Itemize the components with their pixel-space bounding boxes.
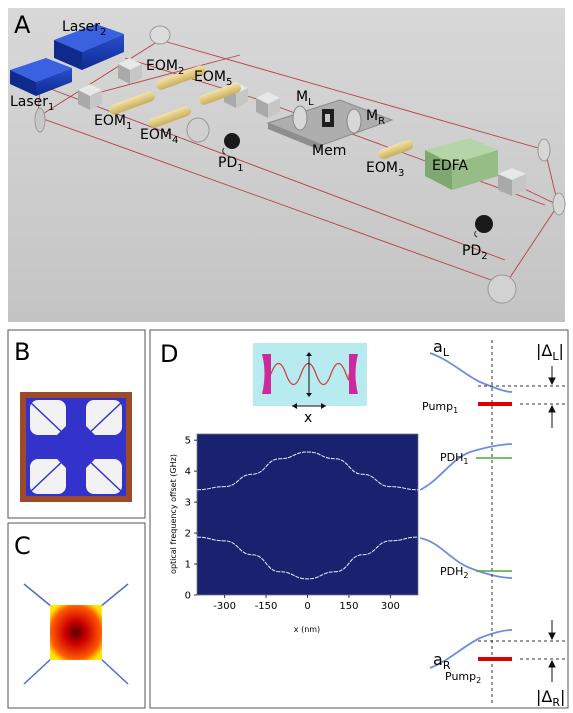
y-tick-label: 1 — [185, 560, 191, 571]
y-ticks: 0 1 2 3 4 5 — [185, 436, 197, 602]
mirror — [149, 25, 171, 45]
a-l-curve — [429, 352, 513, 393]
label-mem: Mem — [312, 143, 346, 159]
label-a-r: aR — [433, 650, 451, 672]
inset-standing-wave — [270, 362, 350, 386]
mirrors — [34, 25, 566, 304]
series-line-1 — [196, 451, 419, 491]
x-ticks: -300 -150 0 150 300 — [213, 595, 400, 612]
lower-branch — [419, 537, 513, 579]
mirror-left — [292, 105, 308, 131]
eoms — [109, 65, 414, 160]
series-line-2 — [196, 536, 419, 580]
label-pump-2: Pump2 — [445, 670, 481, 685]
label-pd-2: PD2 — [462, 243, 488, 262]
pump-2-bar — [478, 657, 512, 661]
mirror — [487, 274, 517, 304]
y-tick-label: 5 — [185, 436, 191, 447]
label-eom-2: EOM2 — [146, 58, 184, 77]
panel-letter-b: B — [14, 338, 30, 366]
mirror-right — [346, 108, 362, 134]
eom-4-body — [149, 106, 191, 128]
panel-d: x -300 -150 0 150 300 0 1 2 3 4 5 x (nm) optical … — [149, 329, 569, 709]
b-holes — [30, 400, 122, 494]
panel-letter-c: C — [14, 532, 31, 560]
panel-b — [7, 329, 146, 519]
eom-2-body — [156, 65, 206, 90]
inset-mirror-right — [349, 354, 358, 394]
plot-area — [196, 433, 419, 596]
y-tick-label: 4 — [185, 467, 191, 478]
label-pd-1: PD1 — [218, 155, 244, 174]
pd-1 — [222, 133, 240, 155]
x-axis-label: x (nm) — [294, 625, 320, 634]
label-laser-2: Laser2 — [62, 19, 106, 38]
x-tick-label: -150 — [255, 601, 278, 612]
x-tick-label: 150 — [339, 601, 358, 612]
pd-2 — [474, 215, 493, 238]
right-curves — [419, 352, 513, 669]
x-tick-label: -300 — [213, 601, 236, 612]
label-pdh-2: PDH2 — [440, 565, 468, 580]
label-edfa: EDFA — [432, 158, 468, 174]
y-tick-label: 0 — [185, 591, 191, 602]
edfa-box — [425, 138, 498, 190]
label-pump-1: Pump1 — [422, 400, 458, 415]
mirror — [537, 138, 551, 162]
label-delta-l: |ΔL| — [536, 341, 564, 363]
label-eom-5: EOM5 — [194, 69, 232, 88]
d-inset: x — [253, 343, 367, 426]
label-laser-1: Laser1 — [10, 94, 54, 113]
b-tethers — [29, 401, 123, 493]
panel-a: Laser2 Laser1 EOM2 EOM5 EOM1 EOM4 EOM3 M… — [8, 8, 566, 322]
cube — [78, 84, 102, 110]
mirror — [186, 117, 210, 143]
laser-1 — [10, 58, 72, 96]
label-a-l: aL — [433, 337, 450, 359]
eom-5-body — [199, 83, 241, 105]
y-tick-label: 2 — [185, 529, 191, 540]
cube — [118, 58, 142, 84]
label-m-l: ML — [296, 89, 314, 108]
spectrum-chart: -300 -150 0 150 300 0 1 2 3 4 5 x (nm) optical fr… — [169, 433, 419, 634]
laser-2 — [54, 24, 124, 70]
label-delta-r: |ΔR| — [536, 687, 565, 709]
label-eom-3: EOM3 — [366, 160, 404, 179]
eom-3-body — [378, 140, 414, 160]
inset-mirror-left — [262, 354, 271, 394]
inset-x-label: x — [304, 410, 312, 426]
x-tick-label: 0 — [304, 601, 310, 612]
label-pdh-1: PDH1 — [440, 451, 468, 466]
panel-c — [7, 522, 146, 709]
label-m-r: MR — [366, 108, 385, 127]
cavity-platform — [266, 99, 394, 151]
series-layer — [196, 451, 419, 580]
dashed-levels — [478, 385, 568, 660]
pump-1-bar — [478, 402, 512, 406]
cube — [256, 92, 280, 118]
x-tick-label: 300 — [381, 601, 400, 612]
delta-arrows — [548, 366, 556, 682]
panel-letter-a: A — [14, 11, 31, 39]
panel-letter-d: D — [160, 340, 178, 368]
y-axis-label: optical frequency offset (GHz) — [169, 454, 178, 574]
cube — [498, 168, 526, 196]
eom-1-body — [109, 91, 155, 115]
c-mode-shape — [50, 605, 102, 660]
mirror — [552, 192, 566, 216]
c-tethers — [23, 583, 129, 685]
mirror — [34, 107, 46, 133]
beam-splitter-cubes — [78, 58, 526, 196]
upper-branch — [419, 443, 513, 491]
label-eom-1: EOM1 — [94, 113, 132, 132]
y-tick-label: 3 — [185, 498, 191, 509]
a-r-curve — [429, 629, 513, 669]
label-eom-4: EOM4 — [140, 127, 178, 146]
